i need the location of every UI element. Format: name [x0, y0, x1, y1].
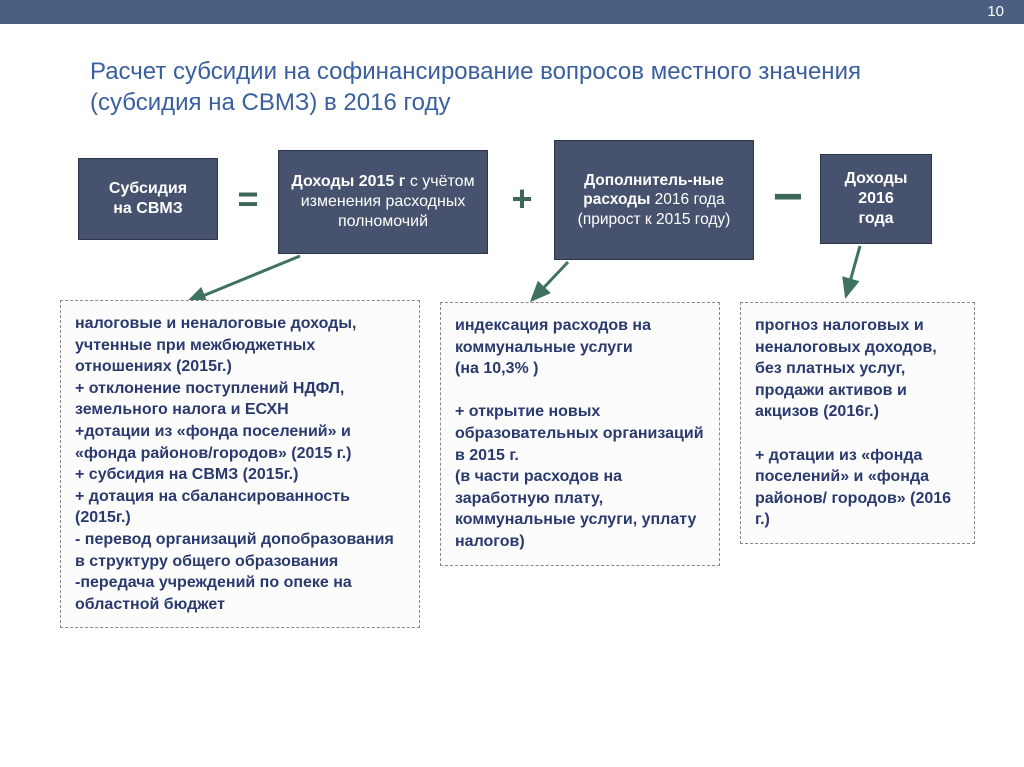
box4-line1: Доходы [829, 169, 923, 189]
slide-title: Расчет субсидии на софинансирование вопр… [90, 56, 930, 118]
detail-box-1: налоговые и неналоговые доходы, учтенные… [60, 300, 420, 628]
operator-plus: + [502, 178, 542, 220]
box2-text: Доходы 2015 г с учётом изменения расходн… [287, 172, 479, 232]
page-number-bar: 10 [0, 0, 1024, 24]
arrow-3 [832, 242, 892, 304]
formula-box-additional-expenses: Дополнитель-ные расходы 2016 года (приро… [554, 140, 754, 260]
detail-1-text: налоговые и неналоговые доходы, учтенные… [75, 313, 405, 615]
box1-line1: Субсидия [87, 179, 209, 199]
page-number: 10 [987, 3, 1004, 20]
detail-3-text: прогноз налоговых и неналоговых доходов,… [755, 315, 960, 531]
box4-line3: года [829, 209, 923, 229]
operator-equals: = [228, 178, 268, 220]
arrow-2 [520, 258, 580, 308]
formula-box-subsidy: Субсидия на СВМЗ [78, 158, 218, 240]
detail-2-text: индексация расходов на коммунальные услу… [455, 315, 705, 553]
detail-box-2: индексация расходов на коммунальные услу… [440, 302, 720, 566]
formula-box-income-2015: Доходы 2015 г с учётом изменения расходн… [278, 150, 488, 254]
detail-box-3: прогноз налоговых и неналоговых доходов,… [740, 302, 975, 544]
box1-line2: на СВМЗ [87, 199, 209, 219]
formula-box-income-2016: Доходы 2016 года [820, 154, 932, 244]
box4-line2: 2016 [829, 189, 923, 209]
box3-text: Дополнитель-ные расходы 2016 года (приро… [563, 171, 745, 229]
operator-minus: − [768, 182, 808, 213]
